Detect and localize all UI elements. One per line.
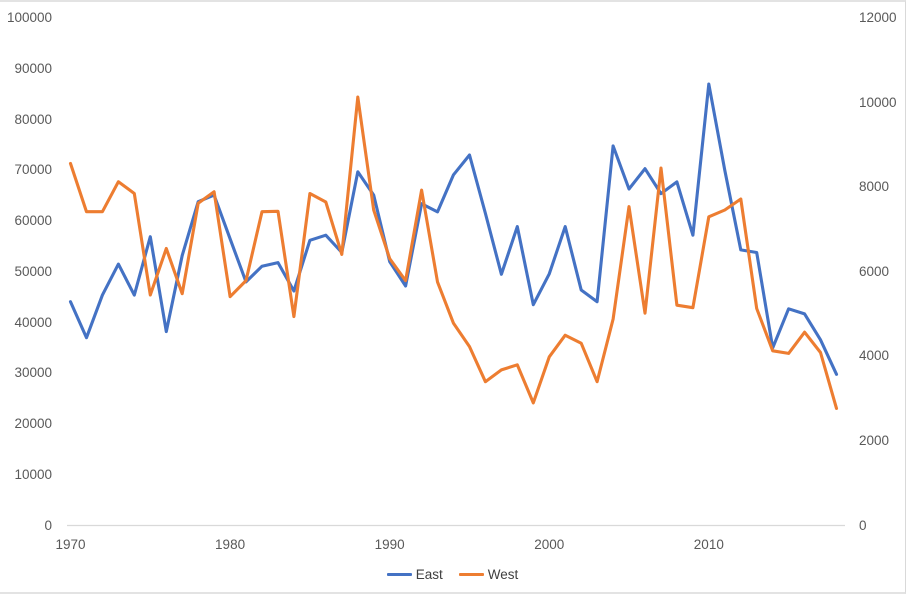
right-axis-tick-10000: 10000 [859, 94, 897, 110]
right-axis-tick-12000: 12000 [859, 10, 897, 25]
right-axis-tick-6000: 6000 [859, 263, 890, 279]
right-axis-tick-4000: 4000 [859, 348, 890, 364]
left-axis-tick-20000: 20000 [14, 416, 52, 431]
east-line-swatch [386, 572, 412, 576]
west-line [68, 95, 839, 410]
x-axis-tick-1990: 1990 [374, 537, 405, 552]
right-axis-tick-0: 0 [859, 517, 867, 533]
left-axis-tick-100000: 100000 [6, 10, 52, 25]
x-axis-tick-1980: 1980 [215, 537, 246, 552]
east-line [68, 82, 839, 376]
legend-label-west: West [487, 566, 519, 582]
left-axis-tick-10000: 10000 [14, 466, 52, 482]
legend: East West [0, 564, 905, 584]
left-axis-tick-0: 0 [44, 517, 52, 533]
left-axis-tick-80000: 80000 [14, 111, 52, 127]
right-axis-tick-2000: 2000 [859, 432, 890, 448]
left-axis-tick-50000: 50000 [14, 263, 52, 279]
left-axis-tick-60000: 60000 [14, 213, 52, 228]
west-line-swatch [458, 572, 484, 576]
x-axis-tick-1970: 1970 [55, 537, 86, 552]
legend-label-east: East [415, 566, 443, 582]
left-axis-tick-70000: 70000 [14, 162, 52, 178]
left-axis-tick-40000: 40000 [14, 314, 52, 330]
x-axis-tick-2000: 2000 [534, 537, 565, 552]
x-axis-tick-2010: 2010 [693, 537, 724, 552]
legend-item-west: West [458, 566, 519, 582]
left-axis-tick-30000: 30000 [14, 365, 52, 381]
right-axis-tick-8000: 8000 [859, 179, 890, 195]
legend-item-east: East [386, 566, 443, 582]
left-axis-tick-90000: 90000 [14, 60, 52, 76]
